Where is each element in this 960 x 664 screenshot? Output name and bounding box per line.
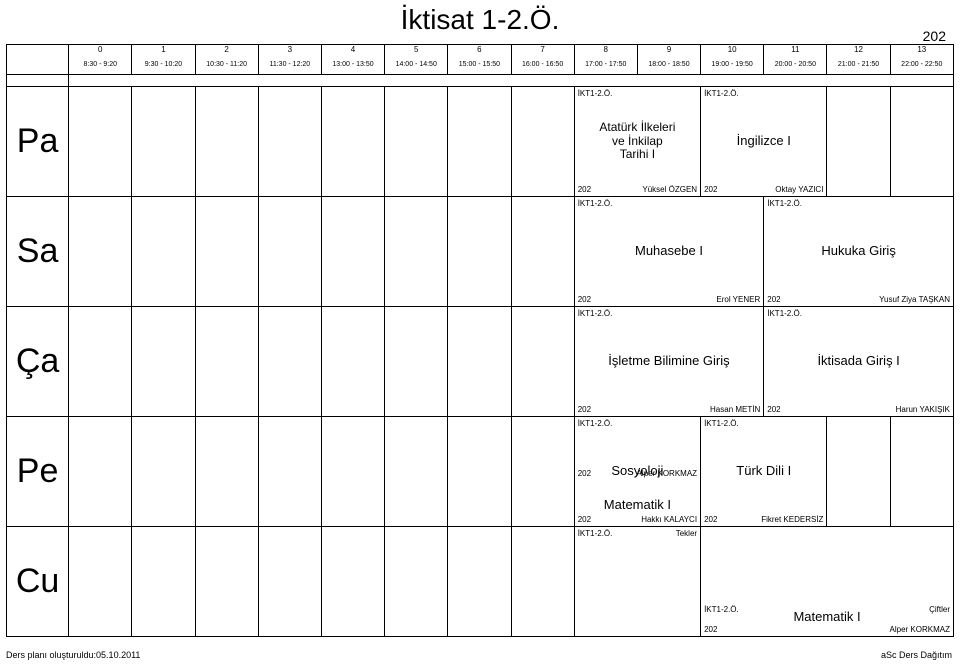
lesson-room: 202 (767, 405, 780, 414)
lesson-room: 202 (578, 185, 591, 194)
lesson-cell: İKT1-2.Ö.Tekler Matematik I 202Alper KOR… (574, 527, 700, 637)
lesson-code: İKT1-2.Ö. (704, 419, 739, 428)
lesson-cell: İKT1-2.Ö. Türk Dili I 202 Fikret KEDERSİZ (701, 417, 827, 527)
lesson-teacher: Yusuf Ziya TAŞKAN (879, 295, 950, 304)
col-time: 20:00 - 20:50 (764, 61, 827, 75)
page-title: İktisat 1-2.Ö. (401, 4, 560, 36)
lesson-title: İktisada Giriş I (764, 354, 953, 369)
time-row: 8:30 - 9:20 9:30 - 10:20 10:30 - 11:20 1… (7, 61, 954, 75)
col-time: 11:30 - 12:20 (258, 61, 321, 75)
col-index: 2 (195, 45, 258, 61)
lesson-code: İKT1-2.Ö. (704, 89, 739, 98)
col-index: 3 (258, 45, 321, 61)
lesson-teacher: Harun YAKIŞIK (896, 405, 950, 414)
col-time: 10:30 - 11:20 (195, 61, 258, 75)
col-index: 7 (511, 45, 574, 61)
day-label: Cu (7, 527, 69, 637)
table-header: 0 1 2 3 4 5 6 7 8 9 10 11 12 13 8:30 - 9… (7, 45, 954, 87)
title-row: İktisat 1-2.Ö. 202 (6, 4, 954, 44)
col-time: 9:30 - 10:20 (132, 61, 195, 75)
day-label: Sa (7, 197, 69, 307)
lesson-teacher: Hasan METİN (710, 405, 760, 414)
day-row-sa: Sa İKT1-2.Ö. Muhasebe I 202 Erol YENER İK… (7, 197, 954, 307)
lesson-code: İKT1-2.Ö. (767, 199, 802, 208)
col-index: 6 (448, 45, 511, 61)
lesson-code: İKT1-2.Ö. (578, 419, 613, 428)
col-index: 12 (827, 45, 890, 61)
col-index: 9 (637, 45, 700, 61)
lesson-room: 202 (578, 469, 591, 478)
col-time: 18:00 - 18:50 (637, 61, 700, 75)
lesson-title: Muhasebe I (575, 244, 764, 259)
col-time: 16:00 - 16:50 (511, 61, 574, 75)
col-index: 4 (321, 45, 384, 61)
lesson-room: 202 (704, 515, 717, 524)
index-row: 0 1 2 3 4 5 6 7 8 9 10 11 12 13 (7, 45, 954, 61)
col-time: 19:00 - 19:50 (701, 61, 764, 75)
lesson-room: 202 (767, 295, 780, 304)
lesson-cell: İKT1-2.Ö. Atatürk İlkeleri ve İnkilap Ta… (574, 87, 700, 197)
day-label: Ça (7, 307, 69, 417)
lesson-cell: İKT1-2.Ö. İngilizce I 202 Oktay YAZICI (701, 87, 827, 197)
blank-header (69, 75, 954, 87)
lesson-code: İKT1-2.Ö. (578, 199, 613, 208)
lesson-teacher: Fikret KEDERSİZ (761, 515, 823, 524)
lesson-cell: İKT1-2.Ö. Hukuka Giriş 202 Yusuf Ziya TAŞ… (764, 197, 954, 307)
col-index: 8 (574, 45, 637, 61)
lesson-cell: İKT1-2.Ö. İşletme Bilimine Giriş 202 Hasa… (574, 307, 764, 417)
lesson-cell: İKT1-2.Ö.Çiftler Matematik I 202Alper KO… (701, 527, 954, 637)
col-time: 22:00 - 22:50 (890, 61, 953, 75)
col-time: 17:00 - 17:50 (574, 61, 637, 75)
blank-header-row (7, 75, 954, 87)
footer-left: Ders planı oluşturuldu:05.10.2011 (6, 650, 140, 660)
col-index: 13 (890, 45, 953, 61)
day-label: Pa (7, 87, 69, 197)
lesson-teacher: Alper KORKMAZ (637, 469, 697, 478)
col-time: 13:00 - 13:50 (321, 61, 384, 75)
lesson-title: Hukuka Giriş (764, 244, 953, 259)
day-row-cu: Cu İKT1-2.Ö.Tekler Matematik I 202Alper … (7, 527, 954, 637)
header-corner (7, 45, 69, 75)
lesson-title: Atatürk İlkeleri ve İnkilap Tarihi I (575, 121, 700, 162)
lesson-cell: İKT1-2.Ö. İktisada Giriş I 202 Harun YAKI… (764, 307, 954, 417)
day-label: Pe (7, 417, 69, 527)
lesson-teacher: Yüksel ÖZGEN (642, 185, 697, 194)
lesson-title: Matematik I (701, 610, 953, 625)
lesson-code: İKT1-2.Ö. (578, 309, 613, 318)
lesson-code: İKT1-2.Ö. (767, 309, 802, 318)
lesson-code: İKT1-2.Ö. (578, 89, 613, 98)
lesson-title: Türk Dili I (701, 464, 826, 479)
col-index: 5 (385, 45, 448, 61)
col-time: 21:00 - 21:50 (827, 61, 890, 75)
lesson-room: 202 (704, 625, 717, 634)
day-row-ca: Ça İKT1-2.Ö. İşletme Bilimine Giriş 202 H… (7, 307, 954, 417)
footer-right: aSc Ders Dağıtım (881, 650, 952, 660)
lesson-title: İşletme Bilimine Giriş (575, 354, 764, 369)
timetable-page: İktisat 1-2.Ö. 202 0 1 2 3 4 5 6 7 8 9 (0, 0, 960, 664)
room-number: 202 (923, 28, 946, 44)
lesson-title: İngilizce I (701, 134, 826, 149)
day-row-pa: Pa İKT1-2.Ö. Atatürk İlkeleri ve İnkilap… (7, 87, 954, 197)
col-time: 8:30 - 9:20 (69, 61, 132, 75)
lesson-teacher: Alper KORKMAZ (890, 625, 950, 634)
blank-corner (7, 75, 69, 87)
col-time: 14:00 - 14:50 (385, 61, 448, 75)
lesson-teacher: Erol YENER (716, 295, 760, 304)
lesson-cell: İKT1-2.Ö. Muhasebe I 202 Erol YENER (574, 197, 764, 307)
timetable: 0 1 2 3 4 5 6 7 8 9 10 11 12 13 8:30 - 9… (6, 44, 954, 637)
day-row-pe: Pe İKT1-2.Ö. Sosyoloji 202Hakkı KALAYCI … (7, 417, 954, 527)
lesson-room: 202 (578, 405, 591, 414)
lesson-room: 202 (704, 185, 717, 194)
col-time: 15:00 - 15:50 (448, 61, 511, 75)
lesson-room: 202 (578, 295, 591, 304)
col-index: 10 (701, 45, 764, 61)
col-index: 11 (764, 45, 827, 61)
col-index: 1 (132, 45, 195, 61)
col-index: 0 (69, 45, 132, 61)
lesson-teacher: Oktay YAZICI (775, 185, 823, 194)
